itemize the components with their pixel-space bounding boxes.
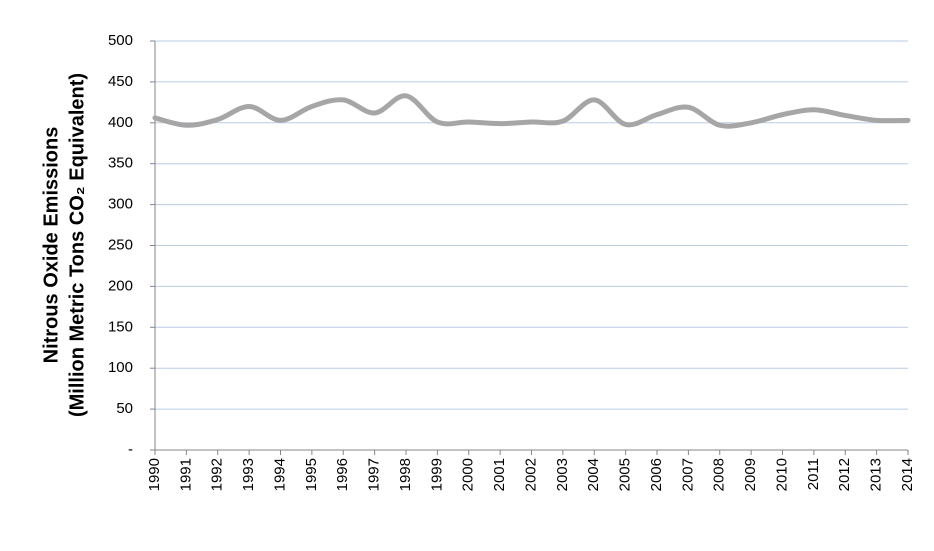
x-tick-label: 1995	[303, 458, 320, 491]
x-tick-label: 1997	[366, 458, 383, 491]
x-tick-label: 2008	[711, 458, 728, 491]
x-tick-label: 2007	[679, 458, 696, 491]
x-tick-label: 2013	[868, 458, 885, 491]
x-tick-label: 2012	[836, 458, 853, 491]
x-tick-label: 1992	[209, 458, 226, 491]
y-tick-label: 400	[108, 114, 133, 131]
x-tick-label: 1990	[146, 458, 163, 491]
x-tick-label: 2009	[742, 458, 759, 491]
x-tick-label: 2001	[491, 458, 508, 491]
y-tick-label: 50	[116, 400, 133, 417]
x-tick-label: 1993	[240, 458, 257, 491]
y-tick-label: 200	[108, 277, 133, 294]
x-tick-label: 1998	[397, 458, 414, 491]
x-tick-label: 2002	[522, 458, 539, 491]
y-tick-label: 100	[108, 359, 133, 376]
x-tick-label: 2004	[585, 458, 602, 491]
x-tick-label: 2014	[899, 458, 916, 491]
x-tick-label: 2005	[617, 458, 634, 491]
y-axis-title: (Million Metric Tons CO₂ Equivalent)	[66, 73, 88, 417]
y-tick-label: 450	[108, 73, 133, 90]
x-tick-label: 1994	[271, 458, 288, 491]
y-tick-label: 500	[108, 32, 133, 49]
y-tick-label: 250	[108, 236, 133, 253]
line	[152, 93, 911, 129]
y-axis-title: Nitrous Oxide Emissions	[40, 127, 62, 364]
x-tick-label: 2000	[460, 458, 477, 491]
y-tick-label: 150	[108, 318, 133, 335]
x-tick-label: 2003	[554, 458, 571, 491]
y-tick-label: 350	[108, 155, 133, 172]
x-tick-label: 1991	[177, 458, 194, 491]
x-tick-label: 2006	[648, 458, 665, 491]
y-tick-label: 300	[108, 196, 133, 213]
y-tick-label: -	[128, 441, 133, 458]
x-tick-label: 1999	[428, 458, 445, 491]
x-tick-label: 2011	[805, 458, 822, 490]
x-tick-label: 2010	[773, 458, 790, 491]
x-tick-label: 1996	[334, 458, 351, 491]
